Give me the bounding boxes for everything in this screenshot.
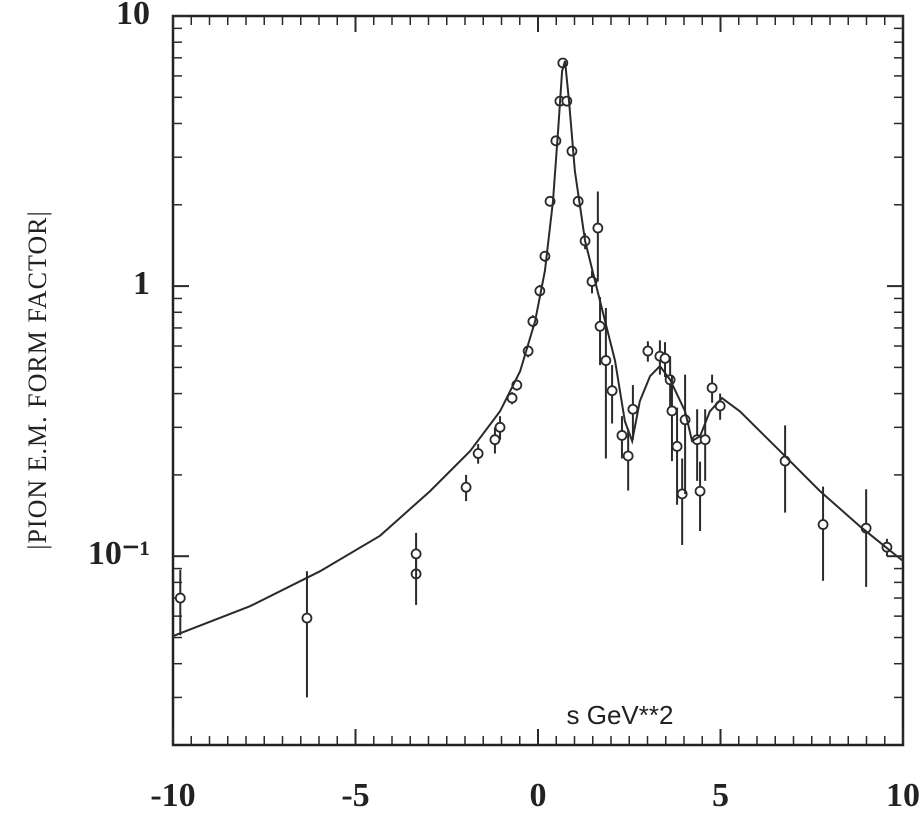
data-point bbox=[642, 345, 654, 357]
x-tick-label: -5 bbox=[341, 777, 369, 814]
data-point bbox=[616, 430, 628, 441]
data-point bbox=[699, 434, 711, 446]
y-tick-label: 10 bbox=[116, 0, 150, 32]
data-point bbox=[460, 481, 472, 493]
x-tick-label: 10 bbox=[886, 777, 920, 814]
x-tick-label: -10 bbox=[150, 777, 195, 814]
x-tick-label: 0 bbox=[530, 777, 547, 814]
data-point bbox=[671, 440, 683, 452]
data-point bbox=[706, 382, 718, 394]
y-tick-label: 1 bbox=[133, 265, 150, 302]
plot-frame bbox=[171, 14, 905, 747]
data-point bbox=[622, 450, 634, 462]
x-tick-label: 5 bbox=[712, 777, 729, 814]
data-point bbox=[494, 421, 506, 433]
data-point bbox=[301, 612, 313, 624]
data-point bbox=[472, 448, 484, 459]
data-point bbox=[594, 320, 606, 332]
annotation: s GeV**2 bbox=[567, 700, 674, 730]
data-point bbox=[592, 222, 604, 234]
data-point bbox=[694, 485, 706, 497]
data-point bbox=[627, 403, 639, 415]
data-point bbox=[817, 519, 829, 530]
data-point bbox=[410, 548, 422, 560]
data-point bbox=[779, 455, 791, 467]
fit-curve bbox=[172, 60, 904, 638]
data-point bbox=[539, 250, 551, 262]
data-point bbox=[600, 355, 612, 366]
y-tick-label: 10⁻¹ bbox=[88, 535, 150, 572]
data-point bbox=[606, 385, 618, 397]
data-point bbox=[174, 592, 186, 604]
data-point bbox=[666, 405, 678, 417]
y-axis-title: |PION E.M. FORM FACTOR| bbox=[23, 210, 52, 549]
data-point bbox=[659, 352, 671, 364]
data-point bbox=[489, 434, 501, 446]
data-point bbox=[550, 135, 562, 147]
